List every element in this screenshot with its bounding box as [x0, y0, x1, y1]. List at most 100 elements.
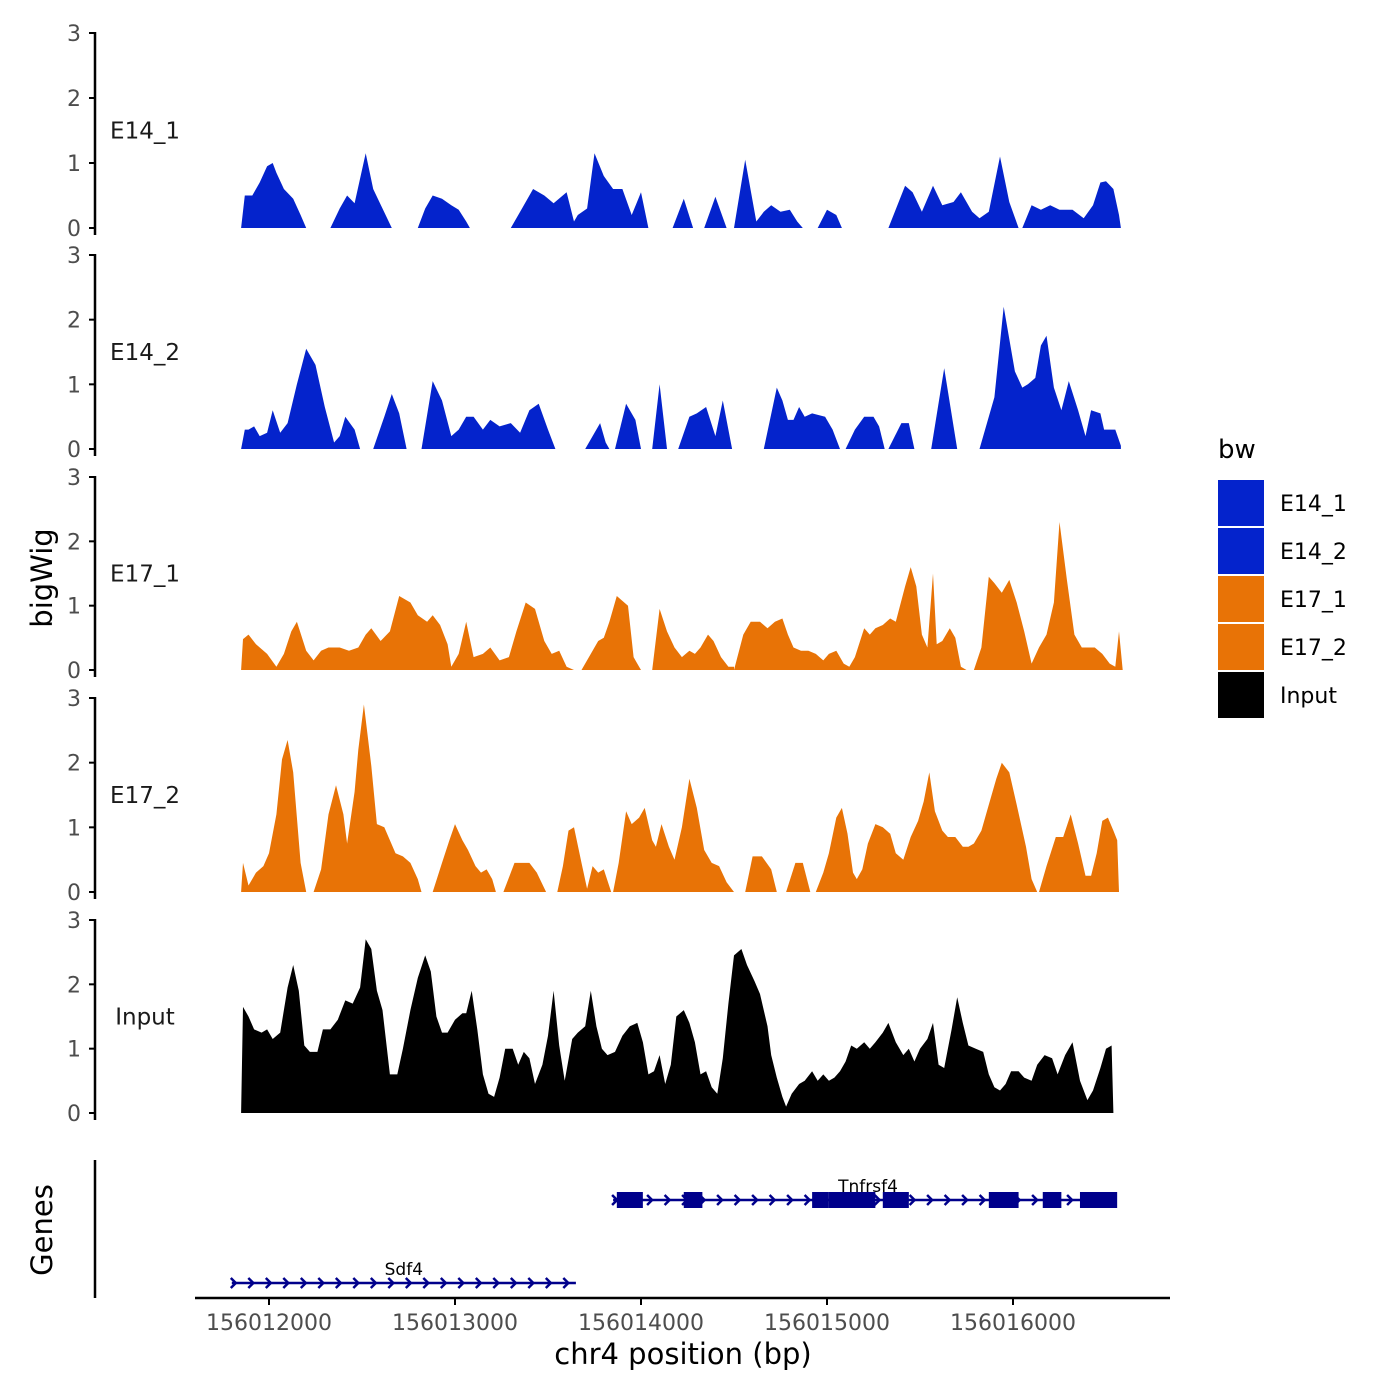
exon	[882, 1192, 909, 1208]
gene-label: Sdf4	[385, 1260, 423, 1280]
legend-title: bw	[1218, 435, 1256, 465]
y-tick-label: 3	[67, 909, 81, 934]
coverage-area-E17_2-7	[786, 862, 811, 892]
y-tick-label: 3	[67, 687, 81, 712]
coverage-area-E17_1-3	[734, 567, 967, 670]
coverage-area-E14_1-4	[672, 198, 694, 228]
gene-Tnfrsf4: Tnfrsf4	[611, 1177, 1118, 1208]
coverage-area-E14_2-6	[678, 400, 733, 449]
coverage-area-E17_2-0	[241, 740, 307, 892]
y-tick-label: 1	[67, 1038, 81, 1063]
coverage-area-E14_1-2	[417, 195, 470, 228]
strand-chevron	[716, 1194, 724, 1206]
x-tick-label: 156013000	[392, 1311, 518, 1336]
strand-chevron	[509, 1277, 518, 1289]
strand-chevron	[978, 1194, 987, 1206]
strand-chevron	[1031, 1194, 1039, 1206]
coverage-area-E14_2-0	[241, 348, 361, 449]
coverage-area-E14_2-10	[931, 368, 958, 449]
coverage-area-E17_2-8	[815, 762, 1038, 892]
y-axis-title: bigWig	[25, 528, 59, 627]
coverage-area-E14_2-7	[763, 387, 840, 449]
x-axis-title: chr4 position (bp)	[554, 1337, 811, 1371]
x-tick-label: 156014000	[578, 1311, 704, 1336]
strand-chevron	[562, 1277, 571, 1289]
y-tick-label: 3	[67, 244, 81, 269]
coverage-area-E17_1-0	[241, 596, 574, 670]
strand-chevron	[247, 1277, 256, 1289]
strand-chevron	[282, 1277, 291, 1289]
coverage-area-E14_1-0	[241, 163, 307, 228]
coverage-area-E14_2-8	[845, 416, 885, 449]
coverage-area-E14_1-7	[817, 209, 842, 228]
coverage-area-E17_1-1	[581, 596, 641, 670]
y-tick-label: 2	[67, 87, 81, 112]
legend-label-E14_2: E14_2	[1280, 540, 1347, 565]
y-tick-label: 1	[67, 595, 81, 620]
track-label-E14_2: E14_2	[110, 340, 180, 366]
coverage-area-E14_1-3	[510, 153, 649, 228]
strand-chevron	[264, 1277, 273, 1289]
x-tick-label: 156016000	[950, 1311, 1076, 1336]
strand-chevron	[1066, 1194, 1074, 1206]
y-tick-label: 3	[67, 466, 81, 491]
gene-axis-title: Genes	[25, 1184, 59, 1276]
coverage-area-E14_1-1	[330, 153, 392, 228]
track-label-Input: Input	[115, 1005, 175, 1031]
strand-chevron	[926, 1194, 934, 1206]
gene-label: Tnfrsf4	[837, 1177, 898, 1197]
coverage-area-E17_2-1	[313, 704, 422, 892]
exon	[683, 1192, 703, 1208]
coverage-area-E14_2-1	[373, 394, 407, 449]
legend-swatch-E17_1	[1218, 576, 1264, 622]
y-tick-label: 0	[67, 1102, 81, 1127]
coverage-area-E14_1-8	[888, 156, 1019, 228]
coverage-area-E17_2-4	[557, 827, 612, 892]
y-tick-label: 0	[67, 659, 81, 684]
coverage-area-E14_1-5	[704, 196, 727, 228]
strand-chevron	[369, 1277, 378, 1289]
coverage-area-E14_2-11	[979, 306, 1121, 449]
track-label-E17_1: E17_1	[110, 562, 180, 588]
coverage-area-E17_2-2	[432, 824, 496, 892]
strand-chevron	[404, 1277, 413, 1289]
legend: bw E14_1 E14_2 E17_1 E17_2 Input	[1218, 435, 1347, 718]
track-E14_1: 0 1 2 3 E14_1	[67, 22, 1121, 242]
strand-chevron	[733, 1194, 742, 1206]
exon	[1042, 1192, 1062, 1208]
strand-chevron	[387, 1277, 396, 1289]
y-tick-label: 0	[67, 438, 81, 463]
x-tick-label: 156015000	[764, 1311, 890, 1336]
legend-label-E17_1: E17_1	[1280, 588, 1347, 613]
strand-chevron	[751, 1194, 759, 1206]
y-tick-label: 2	[67, 309, 81, 334]
y-tick-label: 2	[67, 973, 81, 998]
strand-chevron	[544, 1277, 553, 1289]
exon	[812, 1192, 829, 1208]
strand-chevron	[352, 1277, 361, 1289]
exon	[828, 1192, 876, 1208]
strand-chevron	[873, 1194, 882, 1206]
track-panels: 0 1 2 3 E14_1 0 1 2 3 E14_2 0 1 2 3 E17_1 0 1 2 3 E17_2 0 1 2 3…	[67, 22, 1123, 1127]
track-E17_1: 0 1 2 3 E17_1	[67, 466, 1123, 684]
track-E14_2: 0 1 2 3 E14_2	[67, 244, 1121, 463]
strand-chevron	[439, 1277, 448, 1289]
legend-label-E14_1: E14_1	[1280, 492, 1347, 517]
strand-chevron	[229, 1277, 238, 1289]
legend-label-E17_2: E17_2	[1280, 636, 1347, 661]
track-label-E17_2: E17_2	[110, 783, 180, 809]
strand-chevron	[527, 1277, 536, 1289]
y-tick-label: 0	[67, 881, 81, 906]
x-tick-label: 156012000	[206, 1311, 332, 1336]
strand-chevron	[663, 1194, 672, 1206]
coverage-area-E14_2-9	[888, 423, 915, 449]
coverage-area-E17_1-2	[652, 608, 734, 670]
coverage-area-E14_1-6	[734, 159, 803, 228]
legend-label-Input: Input	[1280, 684, 1337, 709]
legend-swatch-E14_2	[1218, 528, 1264, 574]
coverage-area-E14_2-2	[421, 381, 556, 449]
gene-track-panel: Tnfrsf4 Sdf4	[93, 1160, 1118, 1298]
strand-chevron	[457, 1277, 466, 1289]
strand-chevron	[961, 1194, 969, 1206]
